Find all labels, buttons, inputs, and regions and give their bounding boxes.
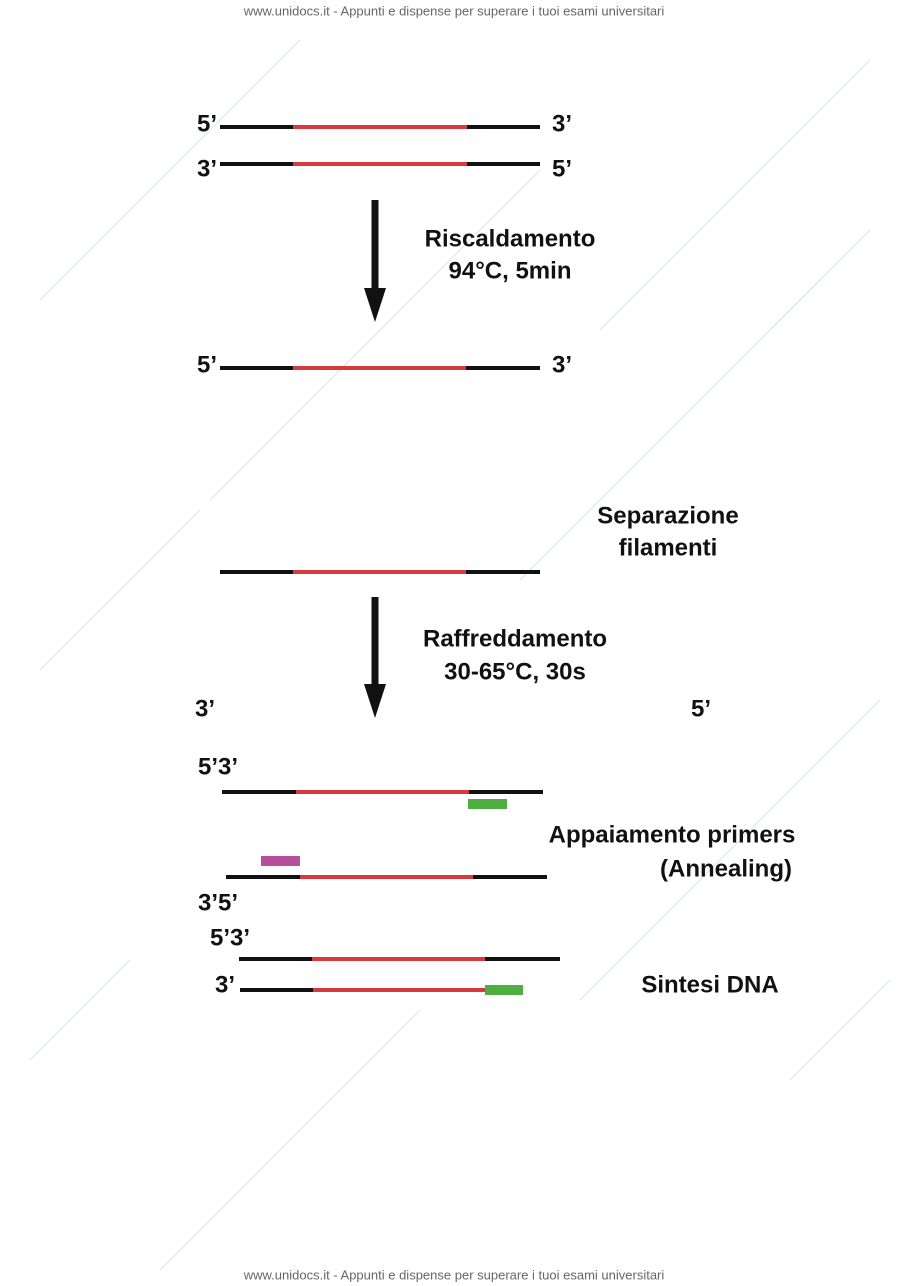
label: Sintesi DNA [641, 971, 778, 998]
header-text: www.unidocs.it - Appunti e dispense per … [243, 3, 665, 18]
label: 3’ [197, 155, 217, 182]
label: Appaiamento primers [549, 821, 796, 848]
label: 3’ [195, 695, 215, 722]
label: (Annealing) [660, 855, 792, 882]
label: 5’ [552, 155, 572, 182]
arrow [364, 597, 386, 718]
dna-strands [220, 125, 560, 992]
primer [261, 856, 300, 866]
label: 5’3’ [210, 924, 250, 951]
label: 5’ [197, 351, 217, 378]
primer [468, 799, 507, 809]
label: 5’ [691, 695, 711, 722]
label: Separazione [597, 502, 738, 529]
label: filamenti [619, 534, 718, 561]
label: Raffreddamento [423, 625, 607, 652]
arrow [364, 200, 386, 322]
footer-text: www.unidocs.it - Appunti e dispense per … [243, 1267, 665, 1282]
label: 3’ [552, 351, 572, 378]
label: 30-65°C, 30s [444, 658, 586, 685]
label: 94°C, 5min [449, 257, 572, 284]
watermark-lines [29, 39, 891, 1271]
label: Riscaldamento [425, 225, 596, 252]
primer [485, 985, 523, 995]
label: 5’3’ [198, 753, 238, 780]
label: 3’5’ [198, 889, 238, 916]
label: 3’ [215, 971, 235, 998]
label: 5’ [197, 110, 217, 137]
label: 3’ [552, 110, 572, 137]
